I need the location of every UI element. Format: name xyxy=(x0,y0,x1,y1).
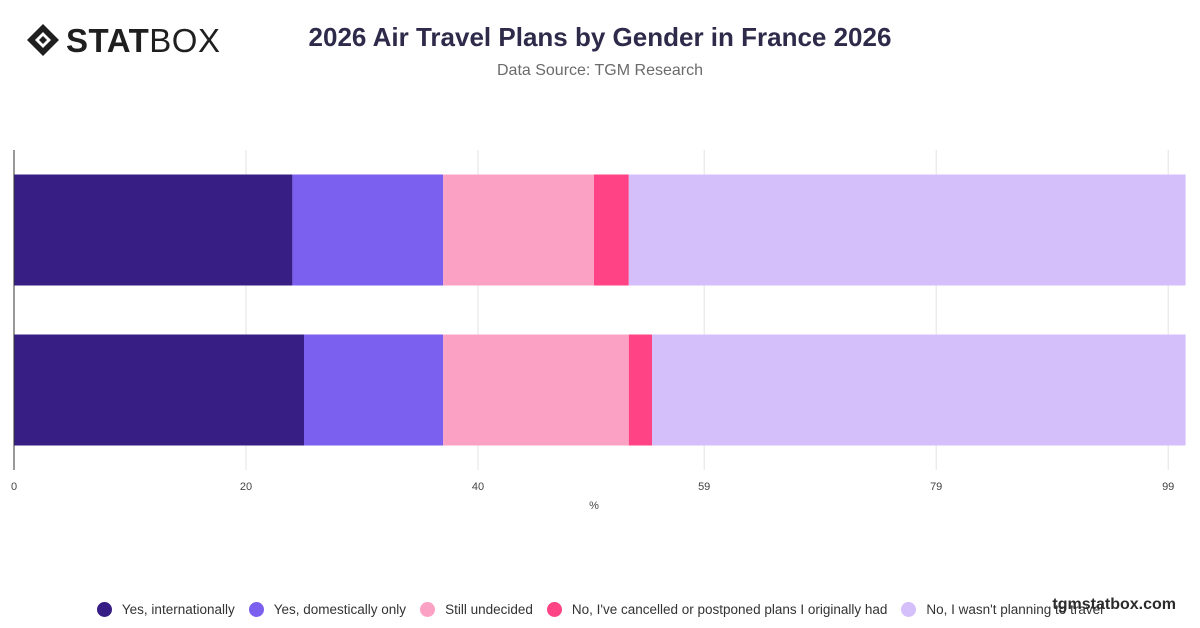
watermark: tgmstatbox.com xyxy=(1052,596,1176,613)
bar-segment xyxy=(628,174,1186,286)
legend-item[interactable]: Yes, domestically only xyxy=(248,602,407,617)
bar-segment xyxy=(443,174,594,286)
chart-legend: Yes, internationally Yes, domestically on… xyxy=(0,602,1200,617)
bar-segment xyxy=(652,334,1186,446)
legend-label: No, I've cancelled or postponed plans I … xyxy=(571,602,888,617)
bar-segment xyxy=(443,334,629,446)
chart-title: 2026 Air Travel Plans by Gender in Franc… xyxy=(308,22,892,52)
bar-segment xyxy=(628,334,652,446)
diamond-logo-icon xyxy=(27,24,59,56)
bar-segment xyxy=(304,334,444,446)
stacked-bar-chart: 0 20 40 59 79 99% xyxy=(11,150,1186,512)
legend-swatch xyxy=(546,602,562,617)
bar-segment xyxy=(14,334,304,446)
legend-swatch xyxy=(248,602,264,617)
legend-label: No, I wasn't planning to travel xyxy=(926,602,1104,617)
x-tick-label: 40 xyxy=(472,481,484,493)
bar-segment xyxy=(14,174,293,286)
legend-item[interactable]: Yes, internationally xyxy=(96,602,235,617)
x-tick-label: 20 xyxy=(240,481,252,493)
legend-label: Yes, domestically only xyxy=(273,602,407,617)
legend-swatch xyxy=(96,602,112,617)
legend-item[interactable]: No, I wasn't planning to travel xyxy=(901,602,1103,617)
bar-segment xyxy=(594,174,629,286)
legend-label: Still undecided xyxy=(445,602,533,617)
x-tick-label: 79 xyxy=(930,481,942,493)
legend-swatch xyxy=(420,602,436,617)
x-tick-label: 59 xyxy=(698,481,710,493)
x-tick-label: 0 xyxy=(11,481,17,493)
statbox-logo: STATBOX xyxy=(26,22,220,58)
chart-subtitle: Data Source: TGM Research xyxy=(496,62,703,79)
x-tick-label: 99 xyxy=(1162,481,1174,493)
logo-box: BOX xyxy=(149,21,221,59)
legend-swatch xyxy=(901,602,917,617)
logo-stat: STAT xyxy=(66,21,150,59)
legend-label: Yes, internationally xyxy=(121,602,235,617)
logo-wordmark: STATBOX xyxy=(66,24,220,57)
legend-item[interactable]: Still undecided xyxy=(420,602,533,617)
bar-segment xyxy=(292,174,444,286)
x-axis-label: % xyxy=(589,500,599,512)
legend-item[interactable]: No, I've cancelled or postponed plans I … xyxy=(546,602,888,617)
